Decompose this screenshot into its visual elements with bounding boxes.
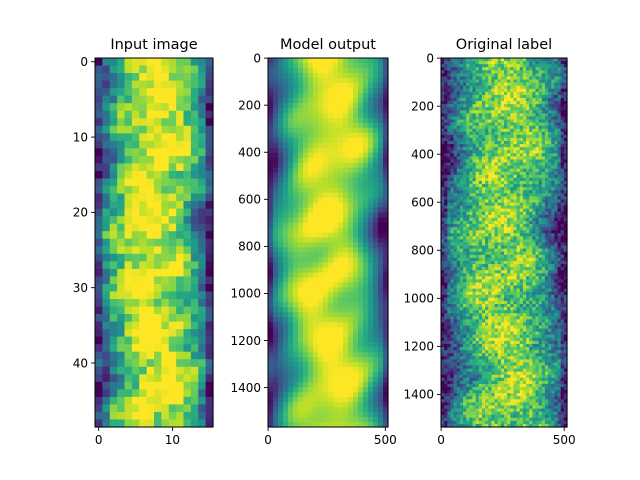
axes-frame — [267, 57, 389, 428]
y-tick-label: 1200 — [403, 340, 434, 354]
x-tick-label: 10 — [165, 433, 180, 447]
x-tick-label: 0 — [264, 433, 272, 447]
y-tick-label: 0 — [253, 51, 261, 65]
heatmap-image — [95, 58, 214, 428]
y-tick-label: 1400 — [230, 381, 261, 395]
y-tick-label: 400 — [411, 148, 434, 162]
panel-2: Model output 0 500 0 200 400 600 800 1000 1200 140… — [230, 37, 396, 447]
x-tick-label: 500 — [374, 433, 397, 447]
y-tick-label: 1400 — [403, 388, 434, 402]
chart-title: Model output — [280, 37, 376, 53]
y-tick-label: 1000 — [403, 292, 434, 306]
y-tick-label: 200 — [411, 99, 434, 113]
heatmap-image — [268, 58, 389, 428]
y-tick-label: 1200 — [230, 334, 261, 348]
chart-title: Original label — [456, 37, 552, 53]
y-tick-label: 600 — [411, 196, 434, 210]
heatmap-image — [441, 58, 568, 428]
y-tick-label: 30 — [73, 281, 88, 295]
y-tick-label: 0 — [80, 55, 88, 69]
y-tick-label: 400 — [238, 146, 261, 160]
panel-1: Input image 0 10 0 10 20 30 40 — [73, 37, 214, 447]
y-tick-label: 40 — [73, 356, 88, 370]
y-tick-label: 20 — [73, 206, 88, 220]
chart-title: Input image — [110, 37, 197, 53]
y-tick-label: 10 — [73, 130, 88, 144]
axes-frame — [440, 57, 568, 428]
y-tick-label: 600 — [238, 193, 261, 207]
x-tick-label: 500 — [553, 433, 576, 447]
panel-3: Original label 0 500 0 200 400 600 800 1000 1200 1… — [403, 37, 575, 447]
y-tick-label: 800 — [238, 240, 261, 254]
x-tick-label: 0 — [95, 433, 103, 447]
y-tick-label: 200 — [238, 98, 261, 112]
x-tick-label: 0 — [437, 433, 445, 447]
axes-frame — [94, 57, 214, 428]
y-tick-label: 0 — [426, 51, 434, 65]
y-tick-label: 800 — [411, 244, 434, 258]
y-tick-label: 1000 — [230, 287, 261, 301]
